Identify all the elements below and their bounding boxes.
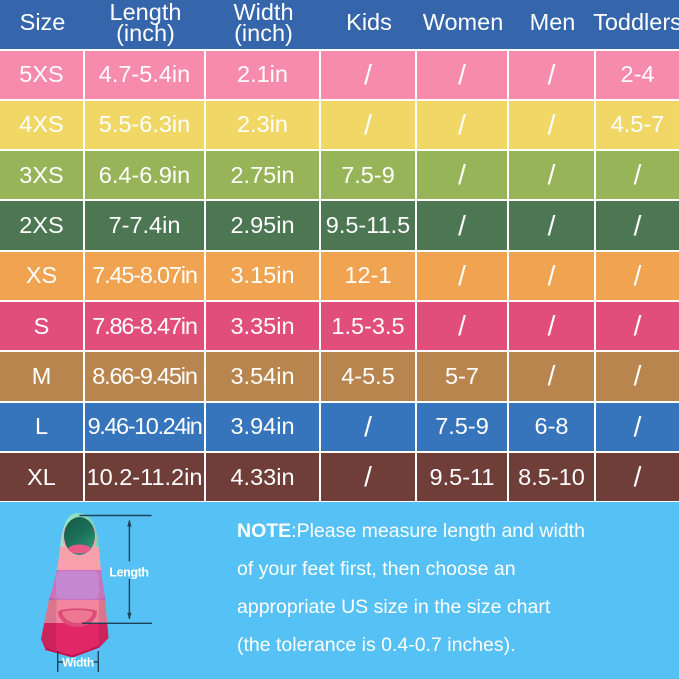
svg-text:Length: Length <box>109 565 148 579</box>
svg-text:Width: Width <box>62 656 94 670</box>
